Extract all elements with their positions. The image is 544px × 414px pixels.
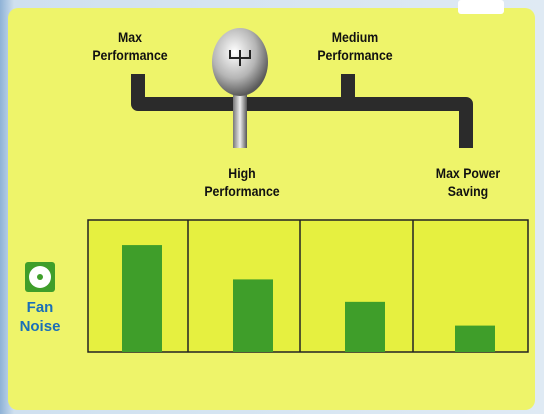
y-axis-label: Fan Noise xyxy=(19,299,61,335)
gear-position-label: Max Power Saving xyxy=(435,165,501,199)
fan-icon xyxy=(37,274,43,280)
bar xyxy=(122,245,162,352)
gear-position-label: High Performance xyxy=(204,165,280,199)
bar xyxy=(345,301,385,352)
gear-position-label: Max Performance xyxy=(92,29,168,63)
gear-knob xyxy=(212,28,268,148)
bar xyxy=(233,279,273,352)
gear-position-label: Medium Performance xyxy=(317,29,393,63)
bar xyxy=(455,325,495,352)
corner-tab xyxy=(458,0,504,14)
